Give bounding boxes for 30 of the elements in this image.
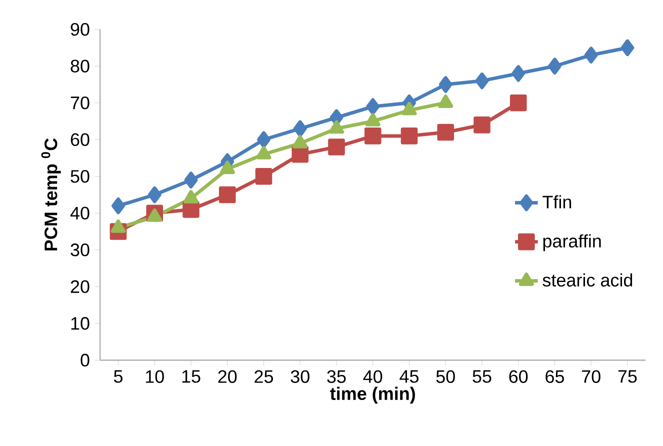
y-tick-label: 70 xyxy=(70,96,90,110)
legend-label: stearic acid xyxy=(542,273,632,286)
y-tick-label: 40 xyxy=(70,206,90,220)
x-tick-label: 5 xyxy=(114,370,123,383)
y-tick-label: 50 xyxy=(70,170,90,183)
x-tick-label: 55 xyxy=(472,370,492,383)
x-tick-label: 30 xyxy=(290,370,310,383)
x-tick-label: 65 xyxy=(546,370,564,383)
y-tick-label: 30 xyxy=(70,243,90,256)
y-axis-title: PCM temp $^{0}$C xyxy=(41,138,61,250)
x-tick-label: 70 xyxy=(582,370,600,383)
y-tick-label: 60 xyxy=(70,133,90,146)
x-tick-label: 10 xyxy=(146,370,164,383)
y-tick-label: 90 xyxy=(70,22,90,36)
y-tick-label: 20 xyxy=(70,280,90,293)
x-tick-label: 15 xyxy=(182,370,200,383)
x-tick-label: 75 xyxy=(618,370,637,383)
x-tick-label: 20 xyxy=(218,370,237,383)
x-tick-label: 45 xyxy=(400,370,418,383)
legend-label: Tfin xyxy=(542,195,572,208)
y-tick-label: 0 xyxy=(80,354,90,366)
x-tick-label: 40 xyxy=(363,370,382,383)
x-tick-label: 35 xyxy=(327,370,346,383)
legend-label: paraffin xyxy=(543,234,601,251)
y-tick-label: 10 xyxy=(71,316,90,330)
x-tick-label: 50 xyxy=(436,370,455,383)
x-axis-title: time (min) xyxy=(330,386,415,404)
y-tick-label: 80 xyxy=(70,60,90,72)
x-tick-label: 25 xyxy=(254,370,274,383)
x-tick-label: 60 xyxy=(509,370,528,383)
